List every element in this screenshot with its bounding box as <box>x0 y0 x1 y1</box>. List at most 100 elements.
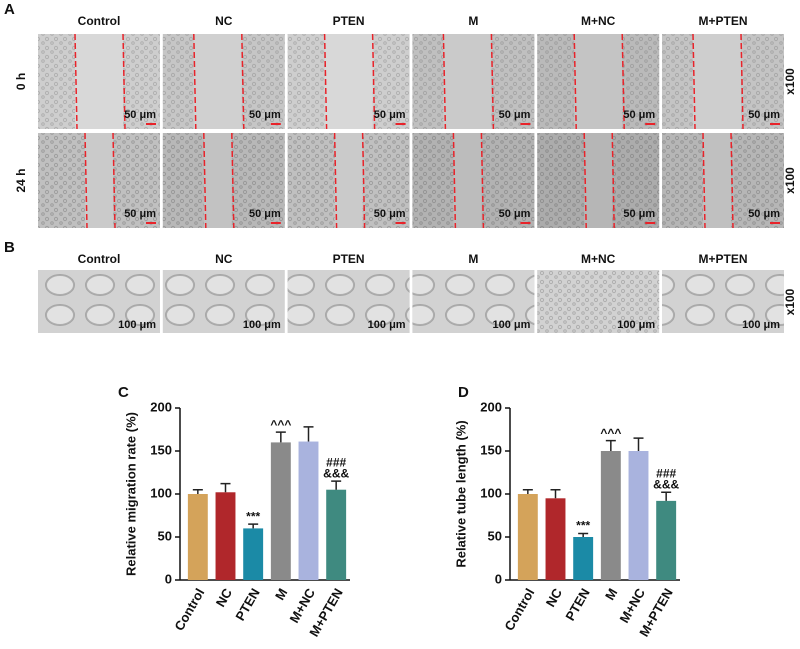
wound-area <box>584 133 613 228</box>
tube-texture <box>662 270 784 333</box>
error-bar <box>522 488 533 494</box>
wound-edge <box>333 132 338 229</box>
column-header: Control <box>78 14 121 28</box>
wound-area <box>443 34 492 129</box>
scale-bar-label: 50 μm <box>623 109 655 121</box>
scale-bar-label: 50 μm <box>124 208 156 220</box>
error-bar <box>303 426 314 442</box>
significance-label: *** <box>246 509 260 523</box>
wound-edge <box>241 33 245 130</box>
x-tick-label: PTEN <box>562 586 592 624</box>
tube-texture <box>412 270 535 333</box>
y-tick-label: 200 <box>150 399 172 414</box>
wound-edge <box>730 132 734 229</box>
bar <box>600 451 621 580</box>
scale-bar-label: 50 μm <box>374 109 406 121</box>
tube-texture <box>162 270 285 333</box>
magnification: x100 <box>783 167 797 194</box>
error-bar <box>633 437 644 451</box>
wound-area <box>203 133 232 228</box>
wound-edge <box>122 33 126 130</box>
scale-bar-label: 100 μm <box>492 319 530 331</box>
column-header: PTEN <box>333 252 365 266</box>
row-label: 0 h <box>14 73 28 90</box>
bar <box>243 528 264 580</box>
wound-area <box>85 133 113 228</box>
wound-edge <box>583 132 587 229</box>
bar <box>215 492 236 580</box>
magnification: x100 <box>783 288 797 315</box>
y-tick-label: 50 <box>158 528 172 543</box>
magnification: x100 <box>783 68 797 95</box>
scale-bar-label: 50 μm <box>124 109 156 121</box>
scale-bar-label: 50 μm <box>748 208 780 220</box>
significance-label: &&& <box>653 477 679 491</box>
wound-edge <box>74 33 78 130</box>
wound-edge <box>692 33 696 130</box>
column-header: PTEN <box>333 14 365 28</box>
error-bar <box>220 482 231 493</box>
wound-edge <box>702 132 706 229</box>
column-header: M+NC <box>581 14 616 28</box>
scale-bar-label: 100 μm <box>368 319 406 331</box>
wound-area <box>453 133 482 228</box>
y-tick-label: 50 <box>488 528 502 543</box>
wound-area <box>193 34 242 129</box>
y-axis-label: Relative tube length (%) <box>453 420 468 567</box>
significance-label: ^^^ <box>600 426 621 440</box>
wound-edge <box>480 132 485 229</box>
wound-area <box>334 133 363 228</box>
x-tick-label: Control <box>171 586 207 634</box>
scale-bar-label: 50 μm <box>374 208 406 220</box>
bar <box>628 451 649 580</box>
wound-area <box>75 34 123 129</box>
scale-bar-label: 50 μm <box>748 109 780 121</box>
column-header: M+PTEN <box>698 252 747 266</box>
y-axis-label: Relative migration rate (%) <box>123 412 138 576</box>
x-tick-label: M <box>602 586 620 603</box>
column-header: NC <box>215 14 233 28</box>
error-bar <box>550 488 561 499</box>
x-tick-label: NC <box>213 585 236 609</box>
x-tick-label: PTEN <box>232 586 262 624</box>
column-header: Control <box>78 252 121 266</box>
significance-label: ### <box>326 455 346 469</box>
wound-edge <box>193 33 197 130</box>
wound-edge <box>231 132 235 229</box>
x-tick-label: M <box>272 586 290 603</box>
y-tick-label: 100 <box>480 485 502 500</box>
x-tick-label: NC <box>543 585 566 609</box>
wound-area <box>703 133 731 228</box>
bar <box>326 489 347 580</box>
error-bar <box>331 480 342 490</box>
panel-label: A <box>4 1 15 18</box>
significance-label: ^^^ <box>270 417 291 431</box>
column-header: M <box>468 252 478 266</box>
scale-bar-label: 50 μm <box>249 208 281 220</box>
tube-texture <box>287 270 410 333</box>
wound-edge <box>621 33 625 130</box>
panel-label: C <box>118 384 129 401</box>
bar <box>545 498 566 580</box>
tube-texture <box>38 270 160 333</box>
scale-bar-label: 100 μm <box>742 319 780 331</box>
scale-bar-label: 50 μm <box>499 109 531 121</box>
bar <box>517 494 538 580</box>
wound-edge <box>323 33 328 130</box>
error-bar <box>275 431 286 443</box>
scale-bar-label: 100 μm <box>118 319 156 331</box>
wound-area <box>324 34 373 129</box>
error-bar <box>192 488 203 494</box>
panel-label: D <box>458 384 469 401</box>
y-tick-label: 200 <box>480 399 502 414</box>
significance-label: ### <box>656 466 676 480</box>
x-tick-label: Control <box>501 586 537 634</box>
wound-edge <box>740 33 744 130</box>
column-header: M+PTEN <box>698 14 747 28</box>
column-header: NC <box>215 252 233 266</box>
row-label: 24 h <box>14 168 28 192</box>
wound-edge <box>611 132 615 229</box>
wound-edge <box>361 132 366 229</box>
tube-texture <box>537 270 660 333</box>
